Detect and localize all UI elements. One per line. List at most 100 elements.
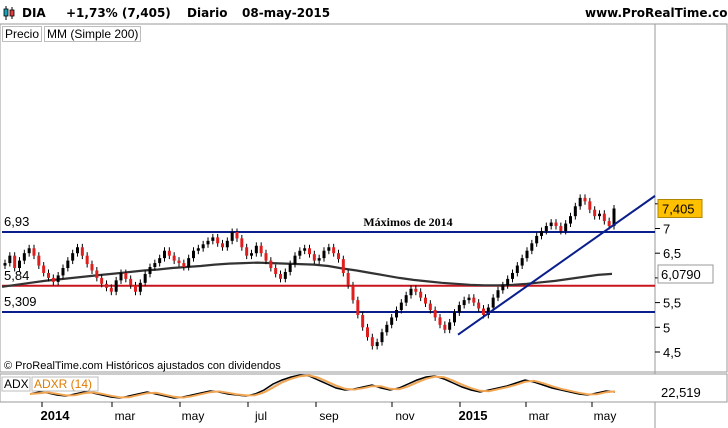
candle-body xyxy=(134,285,137,292)
candle-body xyxy=(428,303,432,311)
candle-body xyxy=(298,250,302,256)
symbol-label: DIA xyxy=(22,6,46,20)
candle-body xyxy=(448,322,452,330)
x-tick-label: nov xyxy=(395,409,414,423)
candle-body xyxy=(129,278,133,286)
y-tick-label: 4,5 xyxy=(663,345,681,360)
candle-body xyxy=(148,267,152,274)
y-tick-label: 6,5 xyxy=(663,246,681,261)
candle-body xyxy=(172,255,176,261)
candle-body xyxy=(187,258,191,268)
candle-body xyxy=(259,245,263,254)
price-legend-button[interactable]: Precio xyxy=(2,26,43,42)
candle-body xyxy=(163,250,166,259)
candle-body xyxy=(288,264,292,272)
x-tick-label: 2015 xyxy=(459,408,488,423)
candle-body xyxy=(42,265,46,273)
x-tick-label: may xyxy=(182,409,205,423)
candle-body xyxy=(559,226,563,231)
candle-body xyxy=(230,231,234,241)
candle-body xyxy=(47,272,50,278)
site-label: www.ProRealTime.com xyxy=(585,6,728,20)
candle-body xyxy=(124,272,128,279)
copyright-note: © ProRealTime.com Históricos ajustados c… xyxy=(4,360,281,372)
candle-body xyxy=(535,235,539,244)
candle-body xyxy=(119,272,123,281)
candle-body xyxy=(506,278,510,286)
price-panel-frame xyxy=(0,23,728,373)
x-tick-label: mar xyxy=(529,409,550,423)
candle-body xyxy=(419,291,423,298)
candle-body xyxy=(274,268,278,274)
candle-body xyxy=(351,285,355,301)
candle-body xyxy=(138,282,142,292)
adx-legend-box xyxy=(1,376,31,392)
candle-body xyxy=(312,254,316,261)
candle-body xyxy=(380,332,384,343)
candle-body xyxy=(37,255,41,266)
candle-body xyxy=(293,255,297,265)
period-label: Diario xyxy=(187,6,228,20)
header-bar: DIA +1,73% (7,405) Diario 08-may-2015 ww… xyxy=(0,0,728,25)
candle-body xyxy=(515,265,519,273)
candle-body xyxy=(8,255,12,264)
candle-body xyxy=(56,275,60,282)
candle-body xyxy=(390,317,394,325)
last-price-label: 7,405 xyxy=(662,201,695,216)
adxr-legend-box xyxy=(31,376,99,392)
candle-body xyxy=(612,208,616,227)
candle-body xyxy=(544,226,548,231)
candle-body xyxy=(303,248,307,251)
candle-body xyxy=(554,222,558,227)
candle-body xyxy=(250,253,253,256)
candle-body xyxy=(564,223,568,231)
candle-body xyxy=(602,213,606,222)
candle-body xyxy=(245,247,249,256)
candle-body xyxy=(370,337,374,347)
level-label: 5,84 xyxy=(4,268,29,283)
candle-body xyxy=(332,247,336,254)
candle-body xyxy=(221,243,224,248)
candle-body xyxy=(578,197,582,207)
candle-body xyxy=(375,342,379,347)
candle-body xyxy=(404,295,408,303)
candle-body xyxy=(105,283,108,288)
candle-body xyxy=(206,240,210,245)
candle-body xyxy=(279,273,282,279)
candle-body xyxy=(457,305,461,313)
candle-body xyxy=(71,253,75,261)
candle-body xyxy=(467,297,471,301)
candle-body xyxy=(254,245,258,254)
ma-legend-button[interactable]: MM (Simple 200) xyxy=(44,26,142,42)
candle-body xyxy=(22,253,26,261)
candle-body xyxy=(114,280,118,292)
candle-body xyxy=(453,312,456,323)
x-tick-label: sep xyxy=(319,409,339,423)
level-label: 5,309 xyxy=(4,294,37,309)
candle-body xyxy=(327,247,331,251)
support-trendline xyxy=(457,195,656,336)
candle-body xyxy=(346,272,350,286)
candle-body xyxy=(486,307,490,315)
candle-body xyxy=(520,258,524,266)
candle-body xyxy=(235,231,239,239)
candle-body xyxy=(216,237,220,244)
candle-body xyxy=(51,277,55,282)
candle-body xyxy=(76,247,79,254)
candlestick-icon xyxy=(3,6,15,20)
candle-body xyxy=(109,287,113,292)
candle-body xyxy=(211,237,215,241)
candle-body xyxy=(3,263,7,266)
candle-body xyxy=(95,270,99,278)
candle-body xyxy=(18,260,21,269)
candle-body xyxy=(177,260,181,264)
adxr-legend-label: ADXR (14) xyxy=(34,377,92,391)
candle-body xyxy=(501,285,505,291)
y-tick-label: 5,5 xyxy=(663,296,681,311)
candle-body xyxy=(361,314,365,328)
ma-value-badge xyxy=(657,264,714,284)
x-tick-label: mar xyxy=(115,409,136,423)
candle-body xyxy=(549,222,553,227)
candle-body xyxy=(308,248,311,255)
